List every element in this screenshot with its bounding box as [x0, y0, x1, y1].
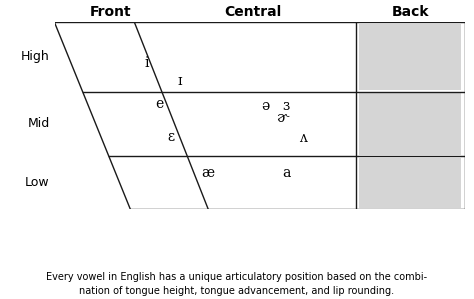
Text: æ: æ — [202, 166, 215, 180]
Bar — [359, 158, 461, 208]
Text: ə: ə — [262, 99, 270, 113]
Text: ɛ: ɛ — [168, 130, 175, 144]
Text: a: a — [282, 166, 291, 180]
Bar — [359, 24, 461, 90]
Text: ɜ: ɜ — [283, 99, 290, 113]
Bar — [359, 93, 461, 155]
Text: Low: Low — [25, 176, 50, 189]
Text: Back: Back — [392, 5, 429, 19]
Text: ɚ: ɚ — [276, 111, 288, 125]
Text: ʌ: ʌ — [299, 131, 307, 145]
Text: Front: Front — [90, 5, 132, 19]
Text: e: e — [155, 97, 163, 111]
Text: High: High — [21, 51, 50, 63]
Text: Central: Central — [225, 5, 282, 19]
Text: ɪ: ɪ — [177, 74, 182, 88]
Text: Mid: Mid — [27, 117, 50, 130]
Text: i: i — [145, 56, 149, 70]
Text: Every vowel in English has a unique articulatory position based on the combi-
na: Every vowel in English has a unique arti… — [46, 272, 428, 296]
